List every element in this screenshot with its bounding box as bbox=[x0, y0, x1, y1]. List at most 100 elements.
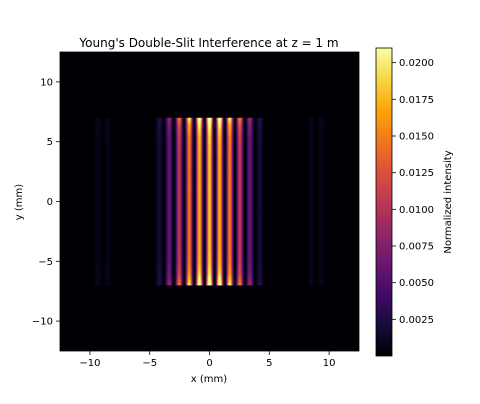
heatmap-cell bbox=[323, 267, 324, 270]
heatmap-cell bbox=[162, 267, 163, 270]
heatmap-cell bbox=[223, 181, 224, 184]
heatmap-cell bbox=[162, 243, 163, 246]
heatmap-cell bbox=[323, 204, 324, 207]
heatmap-cell bbox=[100, 191, 101, 194]
heatmap-cell bbox=[243, 270, 244, 273]
heatmap-cell bbox=[100, 215, 101, 218]
heatmap-cell bbox=[162, 228, 163, 231]
heatmap-cell bbox=[173, 207, 174, 210]
heatmap-cell bbox=[263, 283, 264, 286]
heatmap-cell bbox=[162, 181, 163, 184]
heatmap-cell bbox=[193, 196, 194, 199]
heatmap-cell bbox=[183, 207, 184, 210]
heatmap-cell bbox=[223, 270, 224, 273]
heatmap-cell bbox=[173, 188, 174, 191]
heatmap-cell bbox=[233, 228, 234, 231]
heatmap-cell bbox=[101, 280, 102, 283]
heatmap-cell bbox=[173, 204, 174, 207]
heatmap-cell bbox=[223, 272, 224, 275]
heatmap-cell bbox=[233, 262, 234, 265]
heatmap-cell bbox=[263, 204, 264, 207]
heatmap-cell bbox=[110, 272, 111, 275]
heatmap-cell bbox=[100, 202, 101, 205]
heatmap-cell bbox=[223, 199, 224, 202]
heatmap-cell bbox=[253, 228, 254, 231]
heatmap-cell bbox=[100, 181, 101, 184]
heatmap-cell bbox=[233, 202, 234, 205]
heatmap-cell bbox=[263, 243, 264, 246]
heatmap-cell bbox=[323, 194, 324, 197]
heatmap-cell bbox=[193, 222, 194, 225]
heatmap-cell bbox=[193, 186, 194, 189]
heatmap-cell bbox=[243, 228, 244, 231]
heatmap-cell bbox=[313, 183, 314, 186]
heatmap-cell bbox=[100, 199, 101, 202]
heatmap-cell bbox=[233, 267, 234, 270]
heatmap-cell bbox=[313, 212, 314, 215]
heatmap-cell bbox=[233, 186, 234, 189]
heatmap-cell bbox=[263, 254, 264, 257]
heatmap-cell bbox=[233, 225, 234, 228]
heatmap-cell bbox=[100, 230, 101, 233]
heatmap-cell bbox=[233, 246, 234, 249]
heatmap-cell bbox=[173, 267, 174, 270]
heatmap-cell bbox=[313, 204, 314, 207]
heatmap-cell bbox=[100, 233, 101, 236]
heatmap-cell bbox=[110, 212, 111, 215]
heatmap-cell bbox=[323, 264, 324, 267]
heatmap-cell bbox=[314, 272, 315, 275]
heatmap-cell bbox=[253, 236, 254, 239]
heatmap-cell bbox=[263, 238, 264, 241]
heatmap-cell bbox=[253, 194, 254, 197]
heatmap-cell bbox=[110, 277, 111, 280]
heatmap-cell bbox=[263, 186, 264, 189]
heatmap-cell bbox=[253, 220, 254, 223]
heatmap-cell bbox=[162, 272, 163, 275]
heatmap-cell bbox=[183, 256, 184, 259]
heatmap-cell bbox=[183, 238, 184, 241]
heatmap-cell bbox=[233, 196, 234, 199]
heatmap-cell bbox=[193, 215, 194, 218]
heatmap-cell bbox=[253, 230, 254, 233]
heatmap-cell bbox=[193, 220, 194, 223]
heatmap-cell bbox=[173, 233, 174, 236]
heatmap-cell bbox=[313, 238, 314, 241]
heatmap-cell bbox=[243, 254, 244, 257]
heatmap-cell bbox=[162, 225, 163, 228]
heatmap-cell bbox=[100, 225, 101, 228]
heatmap-cell bbox=[223, 277, 224, 280]
heatmap-cell bbox=[162, 186, 163, 189]
heatmap-cell bbox=[110, 199, 111, 202]
heatmap-cell bbox=[193, 233, 194, 236]
heatmap-cell bbox=[243, 196, 244, 199]
heatmap-cell bbox=[223, 191, 224, 194]
heatmap-cell bbox=[162, 251, 163, 254]
heatmap-cell bbox=[162, 188, 163, 191]
heatmap-cell bbox=[162, 280, 163, 283]
heatmap-cell bbox=[193, 246, 194, 249]
heatmap-cell bbox=[193, 228, 194, 231]
heatmap-cell bbox=[183, 243, 184, 246]
heatmap-cell bbox=[314, 275, 315, 278]
heatmap-cell bbox=[233, 188, 234, 191]
heatmap-cell bbox=[223, 280, 224, 283]
heatmap-cell bbox=[193, 212, 194, 215]
heatmap-cell bbox=[263, 256, 264, 259]
heatmap-cell bbox=[223, 267, 224, 270]
heatmap-cell bbox=[313, 256, 314, 259]
heatmap-cell bbox=[253, 186, 254, 189]
heatmap-cell bbox=[100, 186, 101, 189]
heatmap-cell bbox=[253, 251, 254, 254]
heatmap-cell bbox=[253, 222, 254, 225]
heatmap-cell bbox=[313, 191, 314, 194]
heatmap-cell bbox=[313, 199, 314, 202]
heatmap-cell bbox=[100, 241, 101, 244]
heatmap-cell bbox=[253, 283, 254, 286]
heatmap-cell bbox=[223, 230, 224, 233]
heatmap-cell bbox=[243, 204, 244, 207]
heatmap-cell bbox=[263, 241, 264, 244]
heatmap-cell bbox=[253, 259, 254, 262]
heatmap-cell bbox=[100, 238, 101, 241]
heatmap-cell bbox=[173, 272, 174, 275]
